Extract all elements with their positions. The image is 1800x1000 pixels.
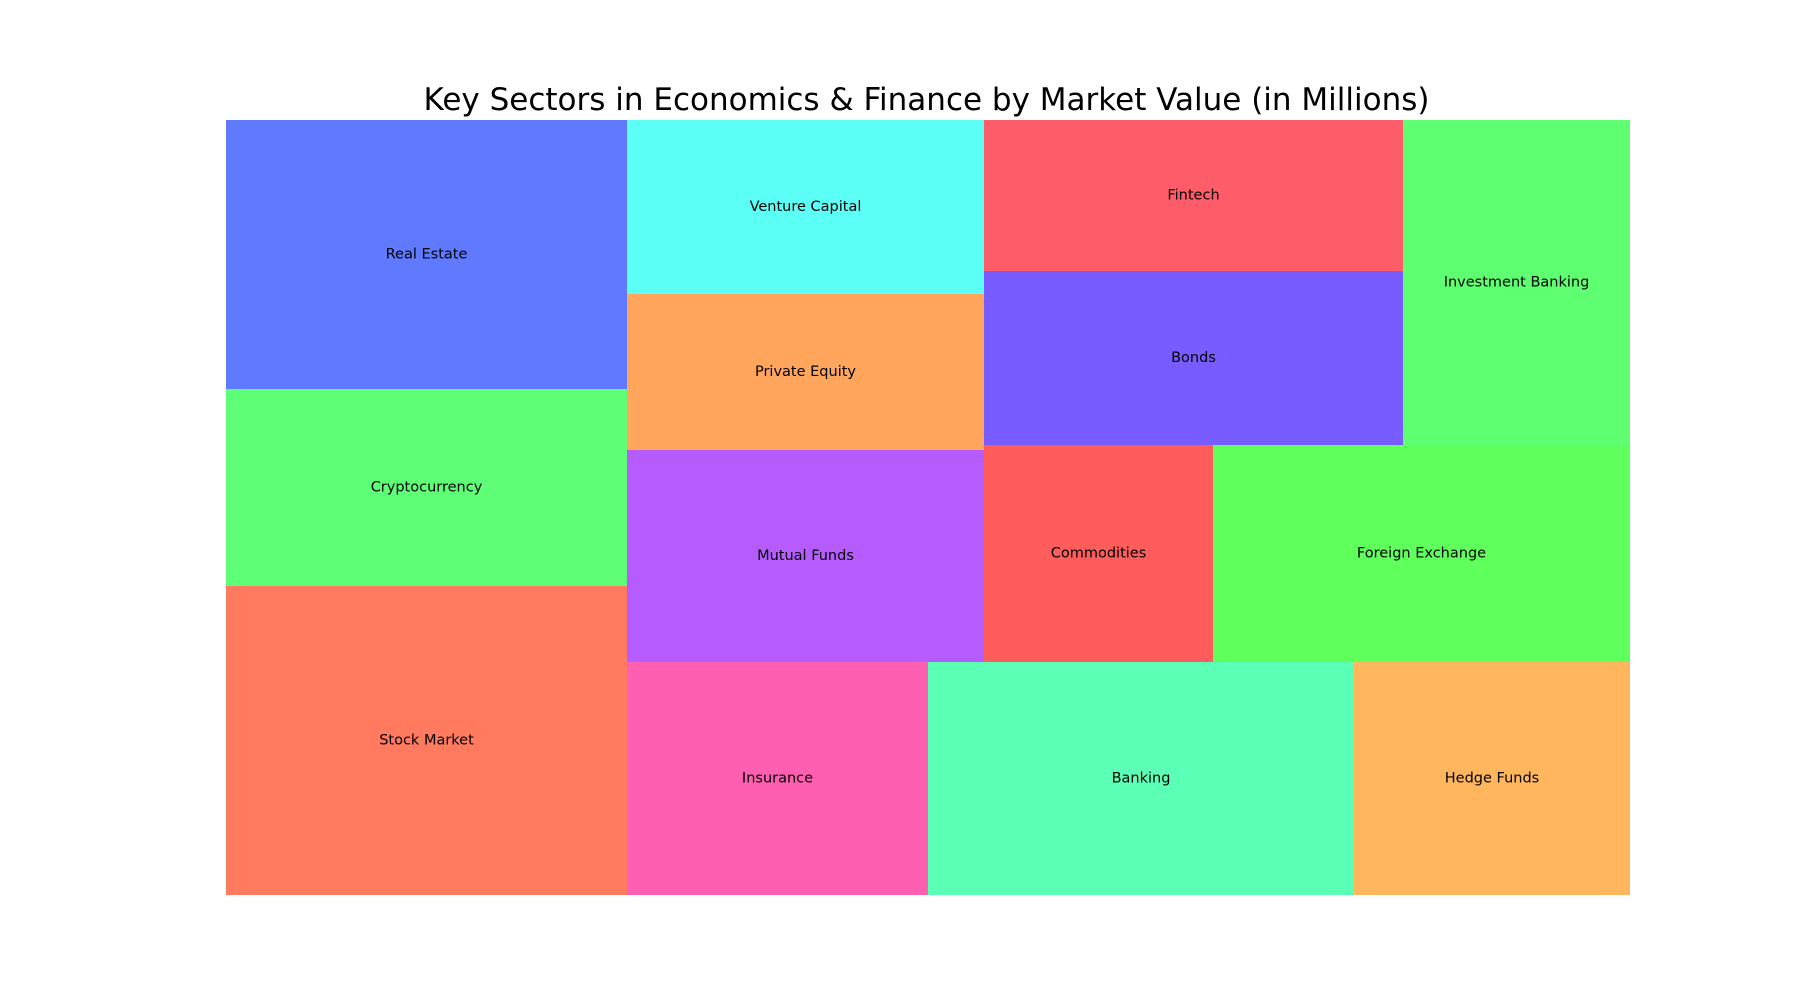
tile-rect-mutual-funds <box>627 450 984 662</box>
tile-banking: Banking <box>928 662 1354 895</box>
chart-title: Key Sectors in Economics & Finance by Ma… <box>423 82 1430 118</box>
tile-label-bonds: Bonds <box>1171 350 1216 366</box>
tile-label-private-equity: Private Equity <box>755 364 856 380</box>
tile-rect-insurance <box>627 662 928 895</box>
tile-rect-fintech <box>984 120 1403 271</box>
tile-mutual-funds: Mutual Funds <box>627 450 984 662</box>
tile-label-stock-market: Stock Market <box>379 733 474 749</box>
tile-label-mutual-funds: Mutual Funds <box>757 548 854 564</box>
tile-rect-foreign-exchange <box>1213 445 1630 662</box>
tile-rect-hedge-funds <box>1354 662 1630 895</box>
tile-cryptocurrency: Cryptocurrency <box>226 389 627 586</box>
tile-commodities: Commodities <box>984 445 1213 662</box>
tile-venture-capital: Venture Capital <box>627 120 984 294</box>
tile-bonds: Bonds <box>984 271 1403 445</box>
tile-label-fintech: Fintech <box>1167 188 1219 204</box>
tile-rect-private-equity <box>627 294 984 450</box>
tile-label-venture-capital: Venture Capital <box>750 199 862 215</box>
tile-rect-investment-banking <box>1403 120 1630 445</box>
tile-rect-stock-market <box>226 586 627 895</box>
tile-label-insurance: Insurance <box>742 771 813 787</box>
tile-label-banking: Banking <box>1112 771 1171 787</box>
tile-fintech: Fintech <box>984 120 1403 271</box>
tile-rect-bonds <box>984 271 1403 445</box>
tile-rect-venture-capital <box>627 120 984 294</box>
tile-insurance: Insurance <box>627 662 928 895</box>
tile-real-estate: Real Estate <box>226 120 627 389</box>
tile-label-foreign-exchange: Foreign Exchange <box>1357 546 1486 562</box>
tile-private-equity: Private Equity <box>627 294 984 450</box>
tile-stock-market: Stock Market <box>226 586 627 895</box>
tile-rect-banking <box>928 662 1354 895</box>
tile-label-real-estate: Real Estate <box>386 247 468 263</box>
tile-rect-cryptocurrency <box>226 389 627 586</box>
tile-foreign-exchange: Foreign Exchange <box>1213 445 1630 662</box>
tile-label-commodities: Commodities <box>1051 546 1147 562</box>
tile-label-hedge-funds: Hedge Funds <box>1445 771 1539 787</box>
tile-label-investment-banking: Investment Banking <box>1444 275 1590 291</box>
tile-label-cryptocurrency: Cryptocurrency <box>371 480 483 496</box>
tile-investment-banking: Investment Banking <box>1403 120 1630 445</box>
tile-rect-commodities <box>984 445 1213 662</box>
tile-rect-real-estate <box>226 120 627 389</box>
tile-hedge-funds: Hedge Funds <box>1354 662 1630 895</box>
